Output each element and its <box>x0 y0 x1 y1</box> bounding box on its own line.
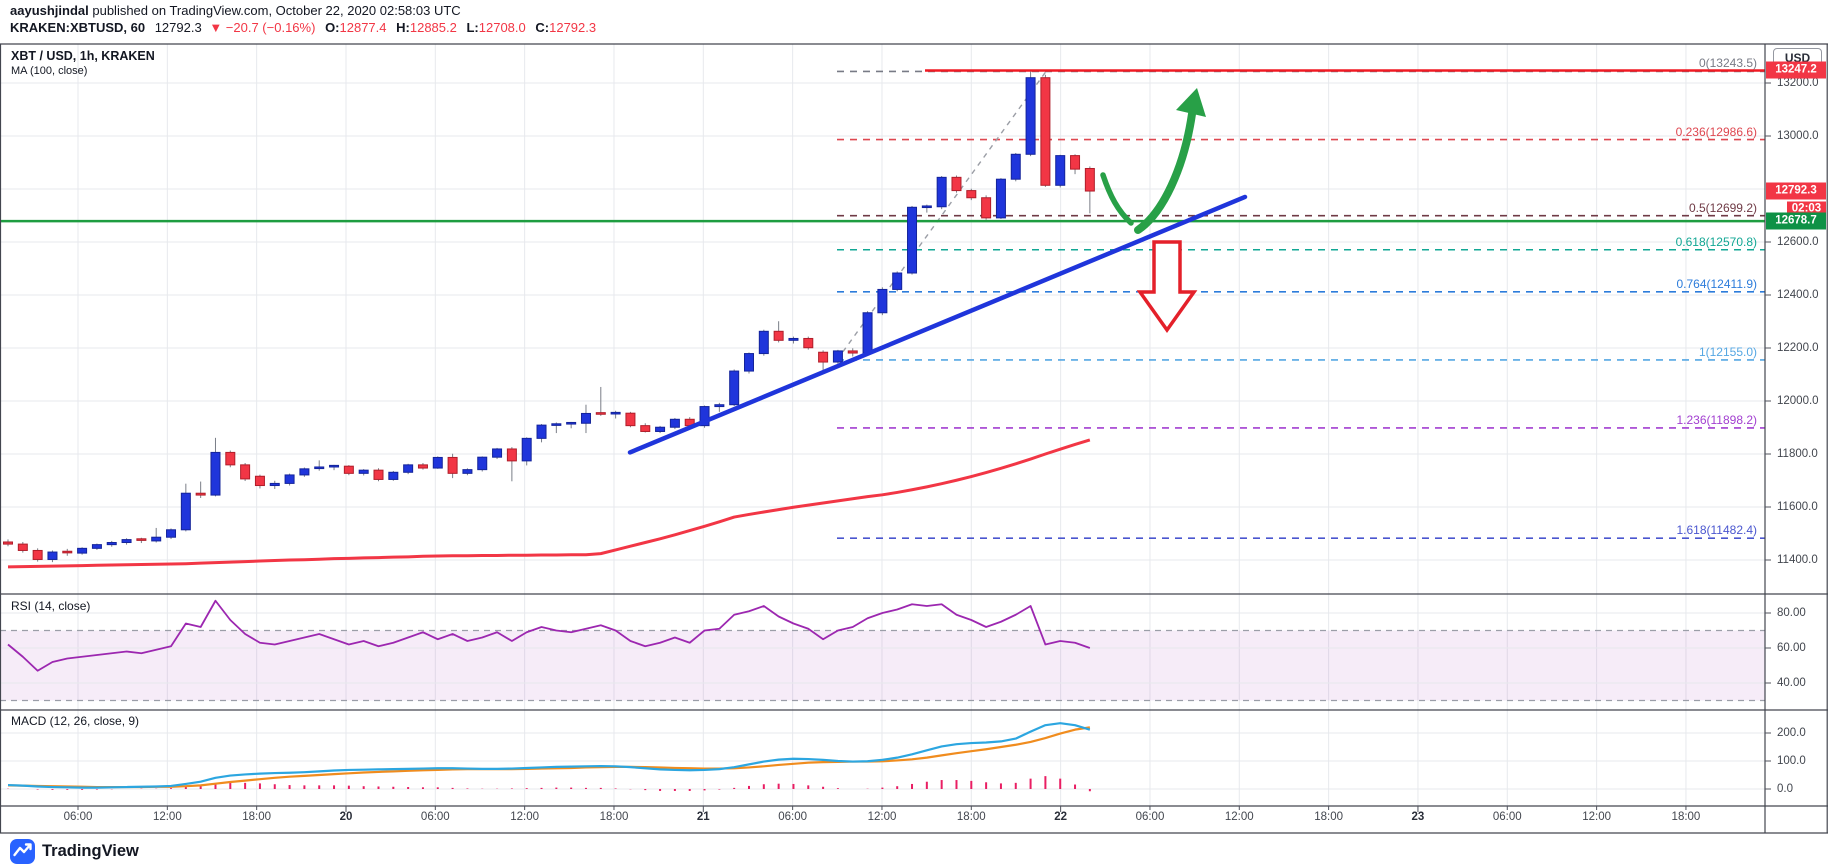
fib-level-label: 0(13243.5) <box>1698 56 1757 71</box>
price-change: ▼ −20.7 (−0.16%) <box>209 20 316 35</box>
rsi-pane-label[interactable]: RSI (14, close) <box>11 599 91 613</box>
price-scale-label: 13000.0 <box>1777 130 1819 142</box>
time-axis-label: 12:00 <box>1582 811 1611 823</box>
time-axis-label: 06:00 <box>420 811 450 823</box>
price-scale-label: 13200.0 <box>1777 77 1819 89</box>
fib-level-label: 0.5(12699.2) <box>1688 200 1757 215</box>
time-axis-label: 06:00 <box>778 811 808 823</box>
time-axis-label: 12:00 <box>152 811 182 823</box>
price-scale[interactable] <box>1765 44 1828 806</box>
red-hline-price-badge: 13247.2 <box>1766 61 1826 79</box>
time-axis-label: 18:00 <box>1671 811 1701 823</box>
time-axis-label: 18:00 <box>599 811 629 823</box>
time-axis-label: 18:00 <box>956 811 986 823</box>
chart-legend-title[interactable]: XBT / USD, 1h, KRAKEN <box>11 49 155 63</box>
macd-scale-label: 100.0 <box>1777 755 1806 767</box>
open-value: 12877.4 <box>339 20 387 35</box>
low-label: L: <box>466 20 479 35</box>
open-label: O: <box>325 20 340 35</box>
macd-pane-label[interactable]: MACD (12, 26, close, 9) <box>11 714 140 728</box>
time-axis-label: 12:00 <box>867 811 897 823</box>
high-label: H: <box>396 20 410 35</box>
fib-level-label: 0.764(12411.9) <box>1676 276 1757 291</box>
time-axis-label: 06:00 <box>1492 811 1522 823</box>
symbol-interval: KRAKEN:XBTUSD, 60 <box>10 20 146 35</box>
time-axis-label: 22 <box>1054 811 1068 823</box>
green-hline-price-badge: 12678.7 <box>1766 212 1826 230</box>
symbol-status-row: KRAKEN:XBTUSD, 60 12792.3 ▼ −20.7 (−0.16… <box>10 20 596 35</box>
macd-scale-label: 200.0 <box>1777 727 1806 739</box>
time-axis-label: 20 <box>339 811 353 823</box>
low-value: 12708.0 <box>478 20 526 35</box>
fib-level-label: 0.236(12986.6) <box>1675 124 1757 139</box>
rsi-scale-label: 60.00 <box>1777 642 1806 654</box>
fib-level-label: 0.618(12570.8) <box>1675 234 1757 249</box>
fib-level-label: 1.618(11482.4) <box>1676 523 1757 538</box>
price-scale-label: 12000.0 <box>1777 395 1819 407</box>
last-price: 12792.3 <box>154 20 202 35</box>
macd-scale-label: 0.0 <box>1777 783 1793 795</box>
time-axis-label: 18:00 <box>1314 811 1343 823</box>
price-scale-label: 12400.0 <box>1777 289 1819 301</box>
time-axis-label: 18:00 <box>242 811 272 823</box>
fib-level-label: 1.236(11898.2) <box>1676 412 1757 427</box>
tradingview-wordmark: TradingView <box>42 842 139 860</box>
ma-indicator-legend[interactable]: MA (100, close) <box>11 65 88 77</box>
price-scale-label: 12600.0 <box>1777 236 1819 248</box>
rsi-scale-label: 80.00 <box>1777 607 1806 619</box>
high-value: 12885.2 <box>409 20 457 35</box>
price-scale-label: 11400.0 <box>1777 554 1818 566</box>
time-axis-label: 23 <box>1411 811 1425 823</box>
time-axis-label: 21 <box>696 811 710 823</box>
close-label: C: <box>535 20 550 35</box>
time-axis-label: 06:00 <box>1135 811 1165 823</box>
byline: aayushjindal published on TradingView.co… <box>10 3 461 18</box>
author-name: aayushjindal <box>10 3 89 18</box>
close-value: 12792.3 <box>549 20 597 35</box>
last-price-badge: 12792.3 <box>1766 182 1826 200</box>
time-axis-label: 12:00 <box>510 811 540 823</box>
time-axis-label: 12:00 <box>1224 811 1254 823</box>
time-axis-label: 06:00 <box>63 811 93 823</box>
byline-text: published on TradingView.com, October 22… <box>88 3 461 18</box>
price-scale-label: 11800.0 <box>1777 448 1818 460</box>
price-scale-label: 11600.0 <box>1777 501 1818 513</box>
rsi-scale-label: 40.00 <box>1777 677 1806 689</box>
price-scale-label: 12200.0 <box>1777 342 1819 354</box>
tradingview-logo-icon <box>10 839 35 864</box>
tradingview-logo[interactable]: TradingView <box>10 839 139 864</box>
fib-level-label: 1(12155.0) <box>1698 344 1757 359</box>
